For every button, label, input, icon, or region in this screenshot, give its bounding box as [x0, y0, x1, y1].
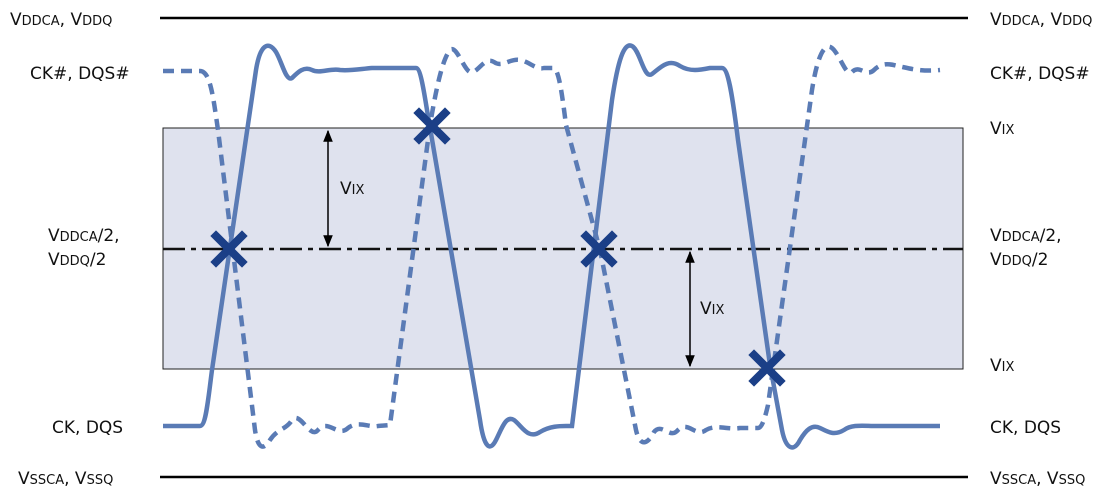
label-ck-bar-right: CK#, DQS# [990, 64, 1090, 84]
ck-bar-dqs-bar-signal [163, 44, 941, 449]
label-ck-bar-left: CK#, DQS# [30, 64, 130, 84]
label-ck-left: CK, DQS [52, 418, 123, 438]
label-vss-left: VSSCA, VSSQ [18, 469, 113, 489]
label-mid-left-line1: VDDCA/2, [48, 226, 120, 246]
label-vix-right-lower: VIX [990, 356, 1014, 376]
crossing-marker-icon [210, 230, 248, 268]
label-ck-right: CK, DQS [990, 418, 1061, 438]
label-mid-left-line2: VDDQ/2 [48, 250, 106, 270]
label-vix-upper-arrow: VIX [340, 179, 364, 199]
ck-dqs-signal [163, 43, 940, 450]
label-mid-right-line2: VDDQ/2 [990, 250, 1048, 270]
label-vdd-left: VDDCA, VDDQ [10, 10, 112, 30]
label-vix-right-upper: VIX [990, 119, 1014, 139]
crossing-marker-icon [580, 230, 618, 268]
label-vdd-right: VDDCA, VDDQ [990, 10, 1092, 30]
crossing-marker-icon [748, 349, 786, 387]
label-vss-right: VSSCA, VSSQ [990, 469, 1085, 489]
crossing-marker-icon [413, 107, 451, 145]
label-vix-lower-arrow: VIX [700, 299, 724, 319]
label-mid-right-line1: VDDCA/2, [990, 226, 1062, 246]
